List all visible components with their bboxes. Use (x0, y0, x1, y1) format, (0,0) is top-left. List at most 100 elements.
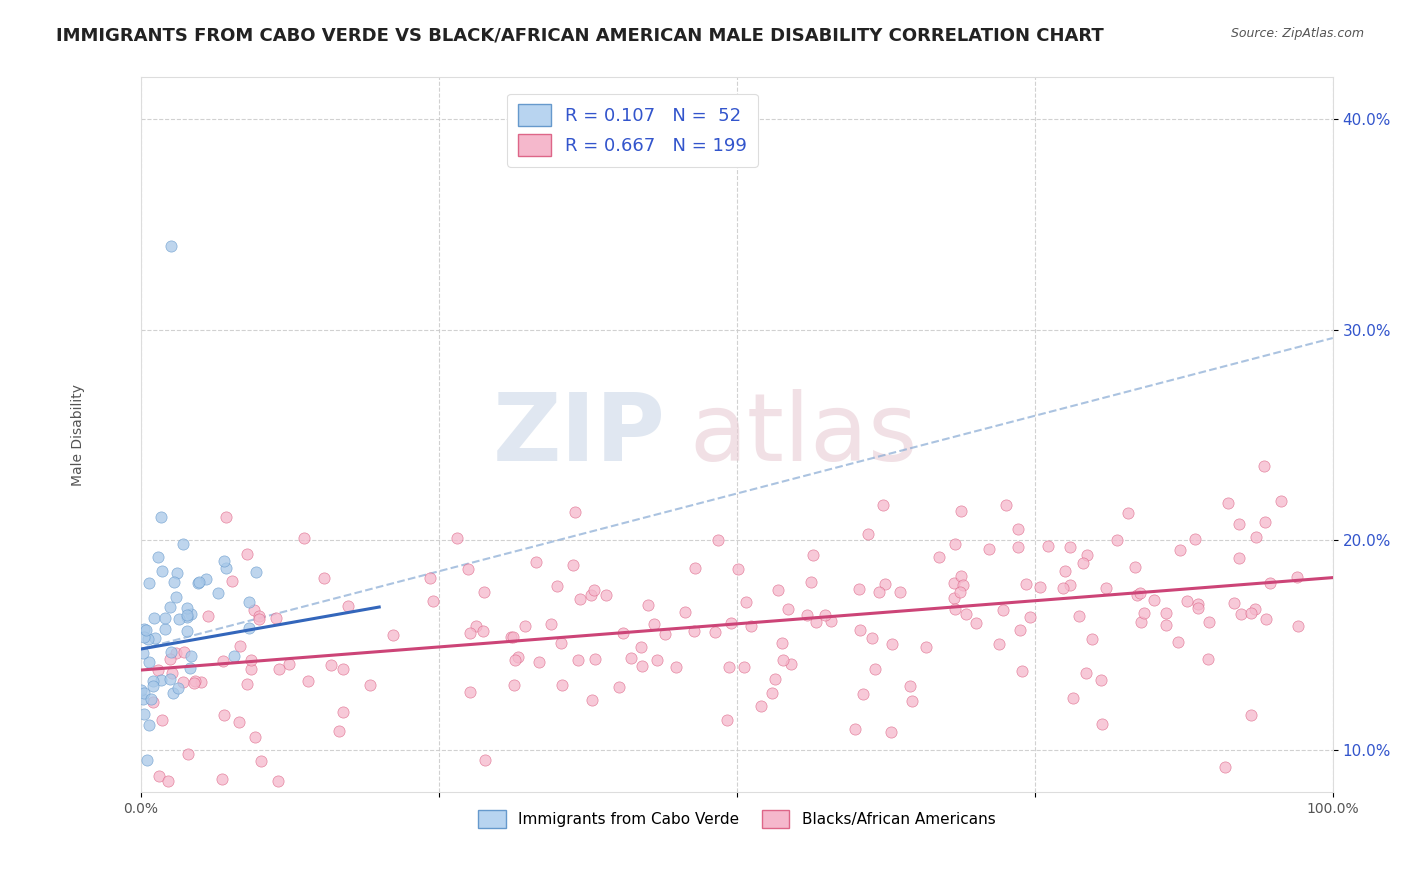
Point (848, 582, 870, 597)
Point (172, 537, 194, 551)
Point (778, 602, 800, 616)
Point (965, 616, 987, 631)
Point (215, 510, 238, 524)
Point (772, 653, 794, 667)
Point (183, 675, 205, 690)
Point (1256, 611, 1278, 625)
Point (875, 577, 897, 591)
Point (446, 531, 468, 545)
Point (187, 576, 209, 591)
Point (645, 653, 668, 667)
Point (1107, 533, 1129, 548)
Point (422, 594, 444, 608)
Point (1132, 606, 1154, 620)
Point (149, 673, 172, 687)
Point (190, 674, 212, 689)
Point (579, 588, 602, 602)
Point (188, 574, 211, 589)
Point (134, 630, 156, 644)
Point (381, 627, 404, 641)
Point (146, 550, 169, 565)
Point (150, 510, 173, 524)
Point (236, 676, 259, 690)
Point (1129, 586, 1152, 600)
Point (928, 550, 950, 565)
Point (238, 595, 260, 609)
Point (173, 645, 195, 659)
Point (176, 607, 198, 622)
Point (1015, 577, 1038, 591)
Point (1167, 635, 1189, 649)
Point (163, 574, 186, 589)
Point (1052, 581, 1074, 595)
Point (620, 650, 643, 665)
Point (132, 686, 155, 700)
Point (801, 548, 824, 562)
Point (1175, 594, 1198, 608)
Point (321, 658, 343, 673)
Point (631, 659, 654, 673)
Point (134, 707, 156, 722)
Point (568, 592, 591, 607)
Point (546, 579, 568, 593)
Point (942, 591, 965, 606)
Point (1286, 619, 1309, 633)
Point (796, 607, 818, 622)
Point (472, 585, 495, 599)
Point (458, 626, 481, 640)
Point (160, 645, 183, 659)
Point (949, 569, 972, 583)
Point (1213, 760, 1236, 774)
Point (1071, 556, 1094, 570)
Point (179, 661, 201, 675)
Point (247, 609, 270, 624)
Point (1076, 666, 1098, 681)
Text: IMMIGRANTS FROM CABO VERDE VS BLACK/AFRICAN AMERICAN MALE DISABILITY CORRELATION: IMMIGRANTS FROM CABO VERDE VS BLACK/AFRI… (56, 27, 1104, 45)
Point (160, 666, 183, 681)
Point (250, 754, 273, 768)
Point (717, 660, 740, 674)
Point (503, 653, 526, 667)
Point (1143, 592, 1166, 607)
Point (278, 657, 301, 672)
Point (138, 655, 160, 669)
Point (499, 630, 522, 644)
Point (143, 631, 166, 645)
Point (297, 674, 319, 689)
Point (1187, 601, 1209, 615)
Text: ZIP: ZIP (492, 389, 665, 481)
Point (419, 570, 441, 584)
Point (236, 548, 259, 562)
Point (159, 600, 181, 615)
Point (550, 678, 572, 692)
Point (1090, 673, 1112, 688)
Point (165, 590, 187, 604)
Point (150, 714, 173, 728)
Point (1239, 606, 1261, 620)
Point (136, 632, 159, 646)
Point (245, 566, 267, 580)
Point (1069, 608, 1091, 623)
Text: atlas: atlas (689, 389, 917, 481)
Point (1197, 651, 1219, 665)
Point (150, 564, 173, 578)
Point (176, 624, 198, 638)
Point (991, 603, 1014, 617)
Point (1029, 580, 1052, 594)
Point (740, 618, 762, 632)
Point (156, 774, 179, 789)
Point (1019, 610, 1042, 624)
Point (1095, 582, 1118, 596)
Point (267, 662, 290, 676)
Point (882, 637, 904, 651)
Point (766, 583, 789, 598)
Point (858, 527, 880, 541)
Point (735, 595, 758, 609)
Point (763, 672, 786, 686)
Point (474, 754, 496, 768)
Point (176, 601, 198, 615)
Point (950, 504, 973, 518)
Point (506, 649, 529, 664)
Point (1227, 550, 1250, 565)
Point (844, 722, 866, 736)
